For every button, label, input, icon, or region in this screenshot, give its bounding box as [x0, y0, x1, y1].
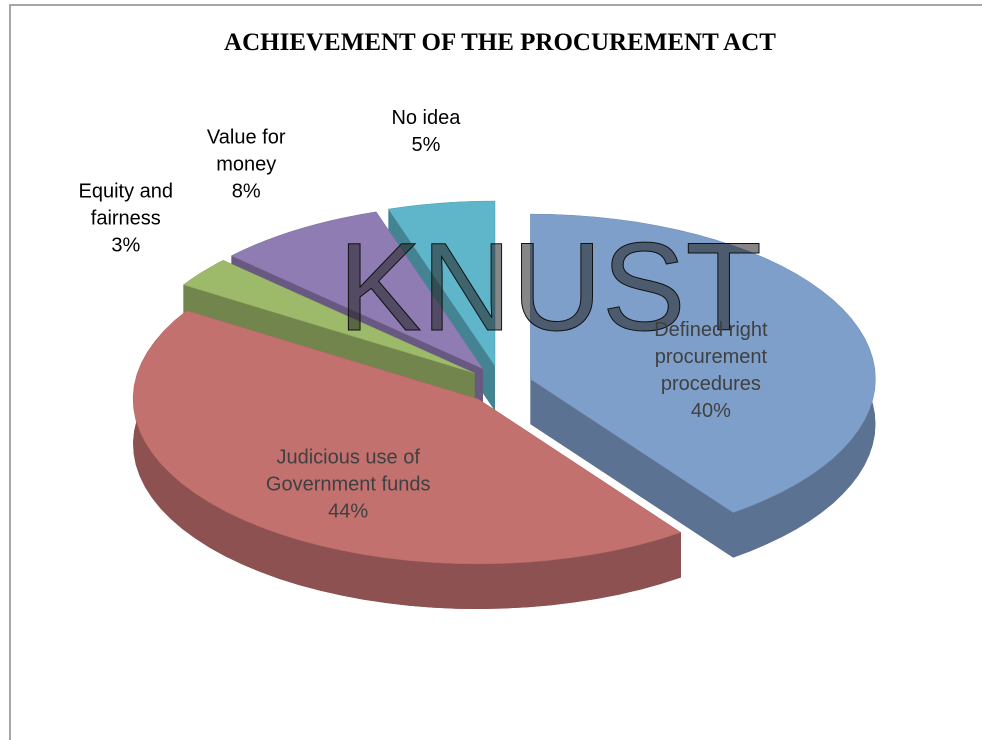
- slice: [530, 213, 876, 513]
- slice: [132, 310, 682, 565]
- value-label: 3%: [111, 234, 141, 257]
- value-label: 44%: [328, 500, 369, 523]
- data-label: Judicious use of Government funds 44%: [253, 445, 443, 526]
- category-label: No idea: [391, 107, 461, 130]
- value-label: 5%: [411, 134, 441, 157]
- slice: [132, 310, 682, 609]
- slice: [230, 211, 484, 370]
- watermark: KNUST: [338, 218, 762, 357]
- slice: [530, 213, 876, 558]
- chart-title: ACHIEVEMENT OF THE PROCUREMENT ACT: [224, 29, 776, 56]
- slice-cut-face: [530, 379, 734, 558]
- data-label: Defined right procurement procedures 40%: [616, 317, 806, 425]
- data-label: Value for money 8%: [181, 125, 311, 206]
- category-label: Value for money: [206, 126, 286, 176]
- category-label: Equity and fairness: [78, 180, 174, 230]
- pie: [132, 200, 876, 609]
- slice: [387, 200, 496, 367]
- category-label: Defined right procurement procedures: [654, 319, 768, 396]
- category-label: Judicious use of Government funds: [265, 446, 431, 496]
- slice: [182, 260, 475, 374]
- value-label: 40%: [690, 400, 731, 423]
- slice-side: [133, 310, 681, 609]
- value-label: 8%: [231, 180, 261, 203]
- data-label: No idea 5%: [361, 105, 491, 159]
- data-label: Equity and fairness 3%: [61, 178, 191, 259]
